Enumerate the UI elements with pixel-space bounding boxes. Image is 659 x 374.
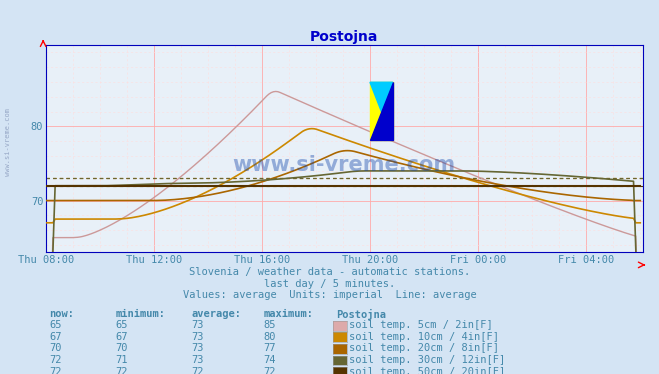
Text: Slovenia / weather data - automatic stations.: Slovenia / weather data - automatic stat… (189, 267, 470, 278)
Text: www.si-vreme.com: www.si-vreme.com (5, 108, 11, 176)
Polygon shape (370, 82, 393, 140)
Text: 72: 72 (49, 355, 62, 365)
Text: 73: 73 (191, 320, 204, 330)
Polygon shape (370, 82, 393, 140)
Text: now:: now: (49, 309, 74, 319)
Text: 70: 70 (49, 343, 62, 353)
Text: average:: average: (191, 309, 241, 319)
Text: 74: 74 (264, 355, 276, 365)
Text: 65: 65 (49, 320, 62, 330)
Text: 72: 72 (191, 367, 204, 374)
Text: 80: 80 (264, 332, 276, 342)
Text: 72: 72 (264, 367, 276, 374)
Text: 77: 77 (264, 343, 276, 353)
Text: 73: 73 (191, 355, 204, 365)
Text: soil temp. 5cm / 2in[F]: soil temp. 5cm / 2in[F] (349, 320, 493, 330)
Text: 65: 65 (115, 320, 128, 330)
Text: soil temp. 50cm / 20in[F]: soil temp. 50cm / 20in[F] (349, 367, 505, 374)
Text: 72: 72 (49, 367, 62, 374)
Polygon shape (370, 82, 393, 140)
Title: Postojna: Postojna (310, 30, 378, 44)
Text: 73: 73 (191, 343, 204, 353)
Text: 73: 73 (191, 332, 204, 342)
Text: www.si-vreme.com: www.si-vreme.com (233, 155, 456, 175)
Text: 71: 71 (115, 355, 128, 365)
Text: 85: 85 (264, 320, 276, 330)
Text: maximum:: maximum: (264, 309, 314, 319)
Text: last day / 5 minutes.: last day / 5 minutes. (264, 279, 395, 289)
Text: soil temp. 30cm / 12in[F]: soil temp. 30cm / 12in[F] (349, 355, 505, 365)
Text: 72: 72 (115, 367, 128, 374)
Text: minimum:: minimum: (115, 309, 165, 319)
Text: soil temp. 10cm / 4in[F]: soil temp. 10cm / 4in[F] (349, 332, 500, 342)
Text: Values: average  Units: imperial  Line: average: Values: average Units: imperial Line: av… (183, 290, 476, 300)
Text: Postojna: Postojna (336, 309, 386, 319)
Text: 67: 67 (115, 332, 128, 342)
Text: soil temp. 20cm / 8in[F]: soil temp. 20cm / 8in[F] (349, 343, 500, 353)
Text: 70: 70 (115, 343, 128, 353)
Text: 67: 67 (49, 332, 62, 342)
